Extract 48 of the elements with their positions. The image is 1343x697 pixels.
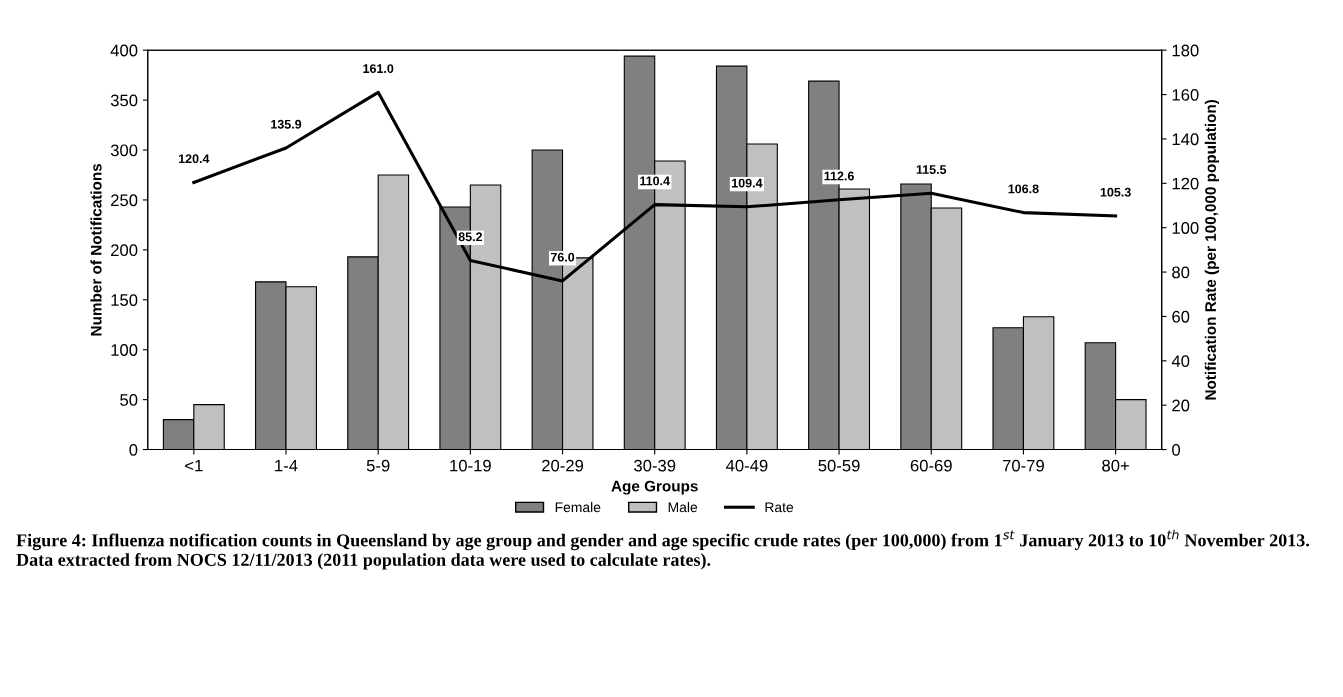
data-label: 76.0 <box>550 252 575 262</box>
y2-tick-label: 100 <box>1172 222 1199 234</box>
y2-tick-label: 20 <box>1172 399 1190 412</box>
data-label: 115.5 <box>916 165 947 174</box>
data-label: 112.6 <box>824 171 854 181</box>
y-axis-title: Number of Notifications <box>90 163 102 336</box>
legend-label: Rate <box>765 502 794 513</box>
y-tick-label: 0 <box>129 443 138 456</box>
y-tick-label: 250 <box>111 194 138 207</box>
y-tick-label: 400 <box>110 44 138 57</box>
x-axis-title: Age Groups <box>611 480 698 495</box>
y2-tick-label: 160 <box>1172 88 1199 101</box>
y2-tick-label: 60 <box>1172 310 1190 323</box>
data-label: 110.4 <box>640 176 670 186</box>
y-tick-label: 200 <box>111 244 138 257</box>
data-label: 105.3 <box>1100 187 1131 197</box>
data-label: 161.0 <box>363 64 394 74</box>
x-tick-label: 70-79 <box>1002 459 1044 472</box>
data-label: 120.4 <box>178 154 210 164</box>
data-label: 106.8 <box>1008 184 1039 194</box>
y2-axis-title: Notification Rate (per 100,000 population) <box>1204 99 1220 400</box>
x-tick-label: 50-59 <box>818 459 860 472</box>
y2-tick-label: 180 <box>1172 44 1199 57</box>
y-tick-label: 100 <box>111 344 138 356</box>
text: Figure 4: Influenza notification counts in Queensland by age group and gender and age specific crude rates (per 100,000) from 1$^{st}$ January 2013 to 10$^{th}$ November 2013. Data extracted from NOCS 12/11/2013 (2011 population data were used to calculate rates). <box>16 529 1310 570</box>
x-tick-label: 40-49 <box>725 459 768 472</box>
legend-label: Female <box>555 502 601 513</box>
x-tick-label: <1 <box>185 459 203 472</box>
y2-tick-label: 140 <box>1172 133 1199 146</box>
x-tick-label: 20-29 <box>542 459 584 472</box>
y-tick-label: 350 <box>110 94 138 107</box>
data-label: 85.2 <box>458 232 483 242</box>
y2-tick-label: 120 <box>1172 177 1199 190</box>
y2-tick-label: 40 <box>1171 355 1190 368</box>
x-tick-label: 1-4 <box>275 459 298 472</box>
x-tick-label: 80+ <box>1102 459 1129 472</box>
y2-tick-label: 0 <box>1172 443 1181 456</box>
x-tick-label: 5-9 <box>366 459 390 472</box>
y-tick-label: 50 <box>120 394 138 406</box>
x-tick-label: 60-69 <box>910 459 952 472</box>
data-label: 135.9 <box>271 119 302 129</box>
x-tick-label: 10-19 <box>450 459 491 472</box>
y2-tick-label: 80 <box>1172 266 1190 279</box>
data-label: 109.4 <box>732 178 763 188</box>
y-tick-label: 150 <box>111 294 138 306</box>
x-tick-label: 30-39 <box>634 459 676 472</box>
legend-label: Male <box>668 502 698 513</box>
y-tick-label: 300 <box>110 144 138 157</box>
